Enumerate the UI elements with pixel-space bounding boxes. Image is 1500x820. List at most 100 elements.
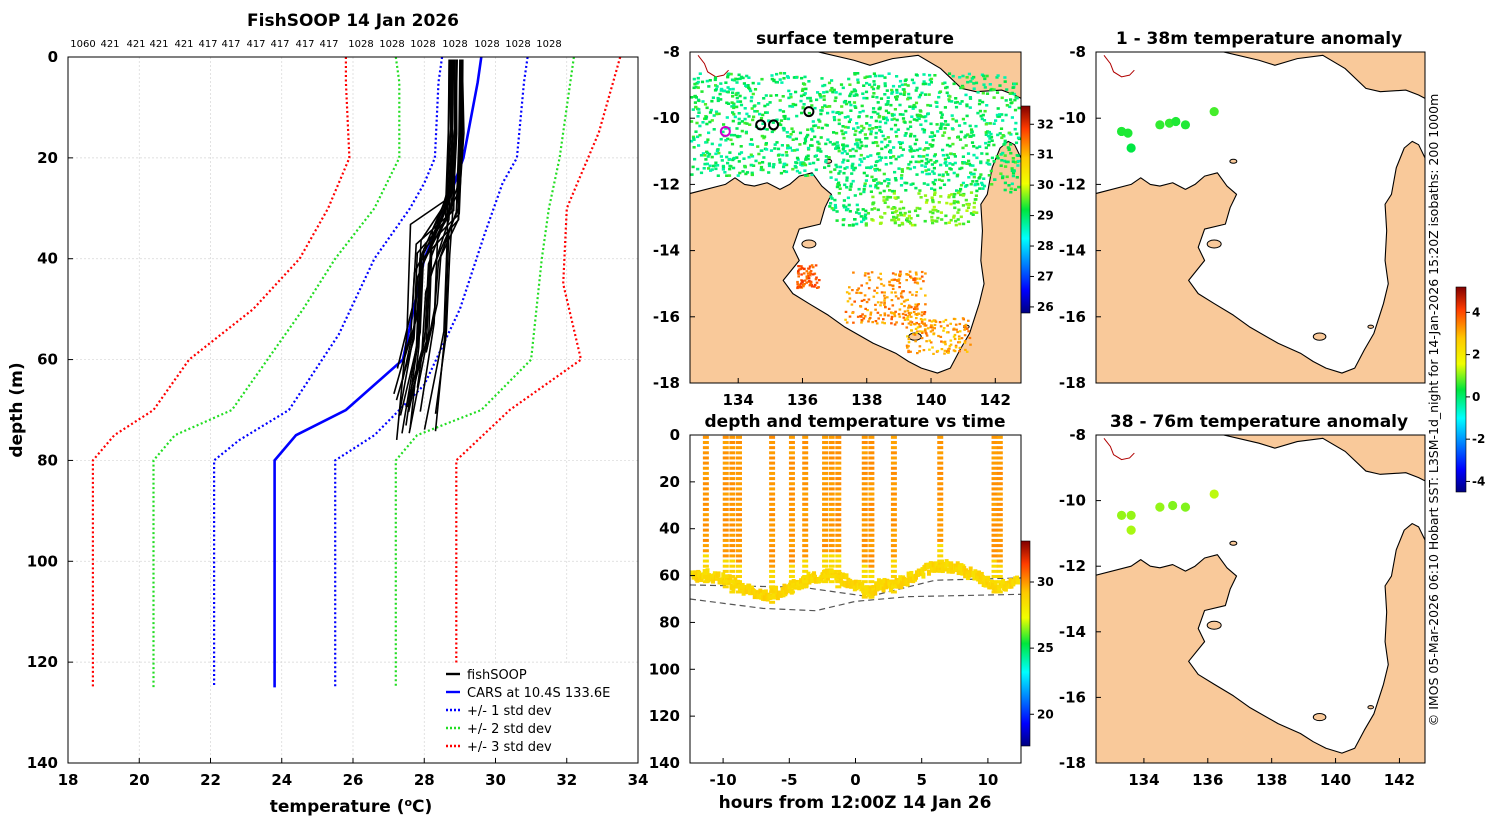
sst-pixel bbox=[859, 315, 862, 318]
sst-pixel bbox=[1006, 160, 1010, 164]
sst-pixel bbox=[853, 104, 857, 108]
cast-sample bbox=[735, 502, 742, 506]
sst-pixel bbox=[728, 167, 732, 171]
sst-pixel bbox=[810, 285, 814, 288]
sst-pixel bbox=[945, 331, 949, 334]
sst-pixel bbox=[931, 221, 935, 225]
sst-pixel bbox=[943, 127, 947, 130]
cast-sample bbox=[890, 523, 897, 527]
sst-pixel bbox=[917, 303, 920, 306]
sst-pixel bbox=[953, 350, 957, 353]
sst-pixel bbox=[691, 165, 695, 169]
sst-pixel bbox=[886, 195, 890, 199]
sst-pixel bbox=[769, 94, 773, 97]
sst-pixel bbox=[931, 208, 935, 212]
sst-pixel bbox=[858, 147, 862, 150]
sst-pixel bbox=[883, 301, 886, 304]
sst-pixel bbox=[915, 173, 919, 176]
sst-pixel bbox=[894, 178, 898, 182]
cast-sample bbox=[991, 590, 998, 594]
sst-pixel bbox=[914, 160, 918, 164]
sst-pixel bbox=[760, 77, 764, 81]
map-y-tick-label: -16 bbox=[1059, 688, 1086, 706]
anomaly-colorbar bbox=[1455, 286, 1467, 493]
sst-pixel bbox=[882, 117, 886, 121]
sst-pixel bbox=[744, 172, 748, 176]
sst-pixel bbox=[788, 104, 792, 108]
sst-pixel bbox=[887, 314, 890, 317]
cast-sample bbox=[937, 523, 944, 527]
sst-pixel bbox=[802, 93, 806, 97]
cast-sample bbox=[802, 477, 809, 481]
sst-pixel bbox=[953, 333, 957, 337]
sst-pixel bbox=[923, 312, 926, 316]
sst-pixel bbox=[745, 171, 750, 174]
sst-pixel bbox=[953, 337, 957, 341]
sst-pixel bbox=[743, 121, 747, 125]
std-dev-curve-minus1 bbox=[213, 57, 444, 688]
sst-pixel bbox=[856, 81, 860, 84]
cast-sample bbox=[802, 492, 809, 496]
sst-pixel bbox=[902, 88, 906, 91]
sst-pixel bbox=[956, 211, 960, 214]
sst-pixel bbox=[876, 208, 880, 212]
sst-pixel bbox=[860, 321, 863, 324]
cast-sensor-label: 421 bbox=[149, 39, 168, 50]
sst-pixel bbox=[846, 300, 850, 303]
sst-pixel bbox=[996, 156, 1000, 160]
sst-pixel bbox=[964, 144, 968, 147]
sst-pixel bbox=[952, 328, 955, 331]
cast-sample bbox=[802, 544, 809, 548]
sst-pixel bbox=[704, 115, 709, 119]
cast-sample bbox=[890, 569, 897, 573]
sst-pixel bbox=[881, 134, 885, 138]
cast-sample bbox=[822, 477, 829, 481]
cast-sample bbox=[861, 446, 868, 450]
anomaly-map-3-island bbox=[1229, 158, 1238, 164]
sst-pixel bbox=[743, 96, 747, 100]
sst-pixel bbox=[963, 340, 967, 343]
sst-pixel bbox=[719, 89, 723, 92]
sst-pixel bbox=[890, 90, 895, 94]
cast-sample bbox=[996, 564, 1003, 568]
bottom-trace-sample bbox=[905, 580, 910, 587]
sst-pixel bbox=[872, 83, 877, 86]
cast-sample bbox=[788, 487, 795, 491]
bottom-trace-sample bbox=[770, 587, 775, 594]
sst-pixel bbox=[970, 130, 974, 133]
depth-time-y-tick-label: 40 bbox=[659, 520, 680, 538]
sst-pixel bbox=[767, 162, 771, 165]
cast-sample bbox=[835, 508, 842, 512]
sst-pixel bbox=[816, 140, 820, 144]
sst-pixel bbox=[763, 135, 767, 138]
sst-pixel bbox=[897, 167, 901, 170]
depth-time-y-tick-label: 80 bbox=[659, 613, 680, 631]
sst-pixel bbox=[914, 73, 918, 76]
sst-pixel bbox=[718, 143, 722, 147]
y-tick-label: 40 bbox=[37, 250, 58, 268]
bottom-trace-sample bbox=[782, 583, 787, 590]
sst-pixel bbox=[926, 147, 930, 150]
sst-pixel bbox=[710, 99, 714, 103]
sst-pixel bbox=[820, 126, 824, 130]
sst-pixel bbox=[918, 189, 922, 192]
sst-pixel bbox=[933, 191, 937, 194]
sst-pixel bbox=[903, 83, 908, 86]
sst-pixel bbox=[748, 123, 752, 126]
sst-pixel bbox=[730, 142, 735, 146]
sst-pixel bbox=[934, 320, 938, 323]
sst-pixel bbox=[806, 272, 810, 275]
sst-pixel bbox=[778, 161, 782, 164]
sst-pixel bbox=[724, 81, 728, 84]
sst-pixel bbox=[979, 114, 983, 118]
cast-sample bbox=[802, 585, 809, 589]
sst-pixel bbox=[903, 121, 907, 124]
cast-sample bbox=[937, 435, 944, 439]
sst-pixel bbox=[823, 83, 827, 87]
sst-pixel bbox=[751, 118, 755, 122]
sst-pixel bbox=[862, 157, 866, 160]
sst-pixel bbox=[848, 188, 852, 191]
sst-pixel bbox=[701, 121, 705, 124]
sst-pixel bbox=[943, 352, 946, 355]
sst-pixel bbox=[707, 152, 712, 156]
